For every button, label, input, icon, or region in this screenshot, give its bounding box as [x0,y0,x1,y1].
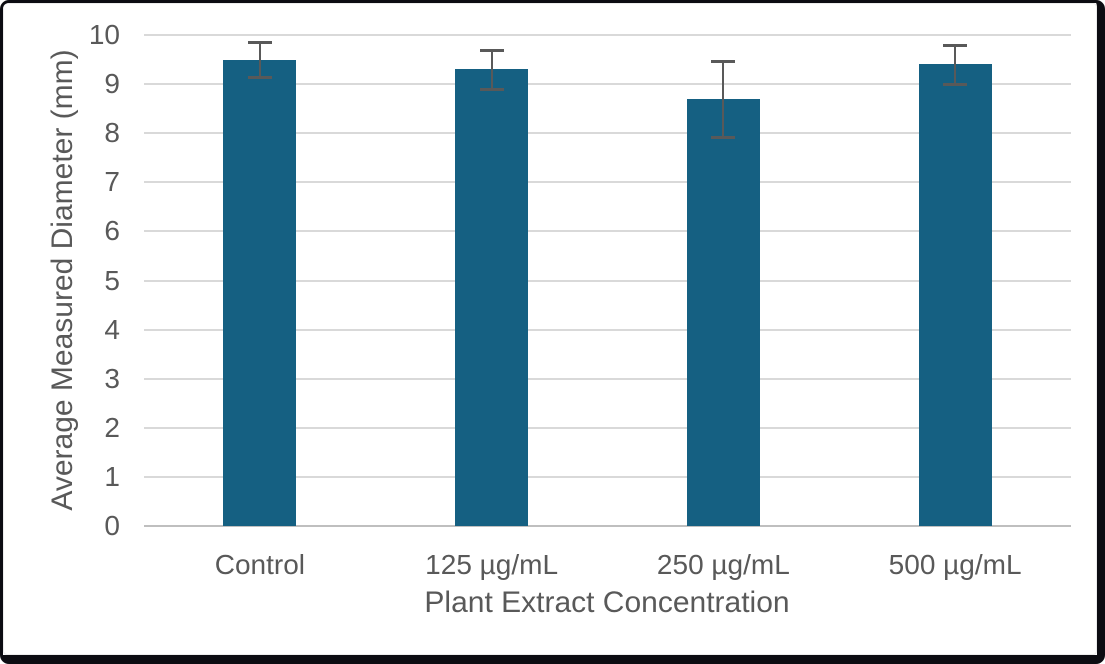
error-bar-cap [943,83,968,87]
category-label: 500 µg/mL [888,549,1022,580]
y-tick-label: 1 [104,460,120,492]
y-tick-label: 0 [104,510,120,541]
error-bar-line [954,44,957,85]
error-bar-line [722,60,725,138]
gridline [144,475,1071,478]
x-axis-title: Plant Extract Concentration [424,586,790,619]
error-bar-cap [479,88,504,91]
error-bar-cap [247,75,272,79]
error-bar-cap [943,43,968,47]
category-label: 250 µg/mL [656,549,790,580]
error-bar-cap [247,41,272,45]
gridline [144,34,1071,36]
gridline [144,426,1071,429]
y-tick-label: 6 [104,215,120,247]
error-bar-cap [479,48,504,52]
plot-area [144,34,1071,527]
y-tick-label: 3 [104,362,120,394]
error-bar-cap [711,59,736,63]
y-tick-label: 10 [88,19,120,50]
y-tick-label: 5 [104,264,120,296]
x-axis-line [144,525,1071,527]
gridline [144,230,1071,233]
category-label: Control [214,549,306,580]
error-bar-line [490,49,493,89]
y-tick-label: 2 [104,411,120,443]
gridline [144,83,1071,86]
category-label: 125 µg/mL [425,549,559,580]
gridline [144,279,1071,282]
y-tick-label: 8 [104,117,120,149]
bar [455,69,529,526]
bar [918,64,992,526]
bar [223,59,297,526]
gridline [144,328,1071,331]
gridline [144,377,1071,380]
y-tick-label: 7 [104,166,120,198]
bar [686,98,760,526]
gridline [144,181,1071,184]
y-tick-label: 9 [104,68,120,100]
error-bar-cap [711,136,736,140]
y-tick-label: 4 [104,313,120,345]
gridline [144,132,1071,135]
error-bar-line [258,42,261,77]
